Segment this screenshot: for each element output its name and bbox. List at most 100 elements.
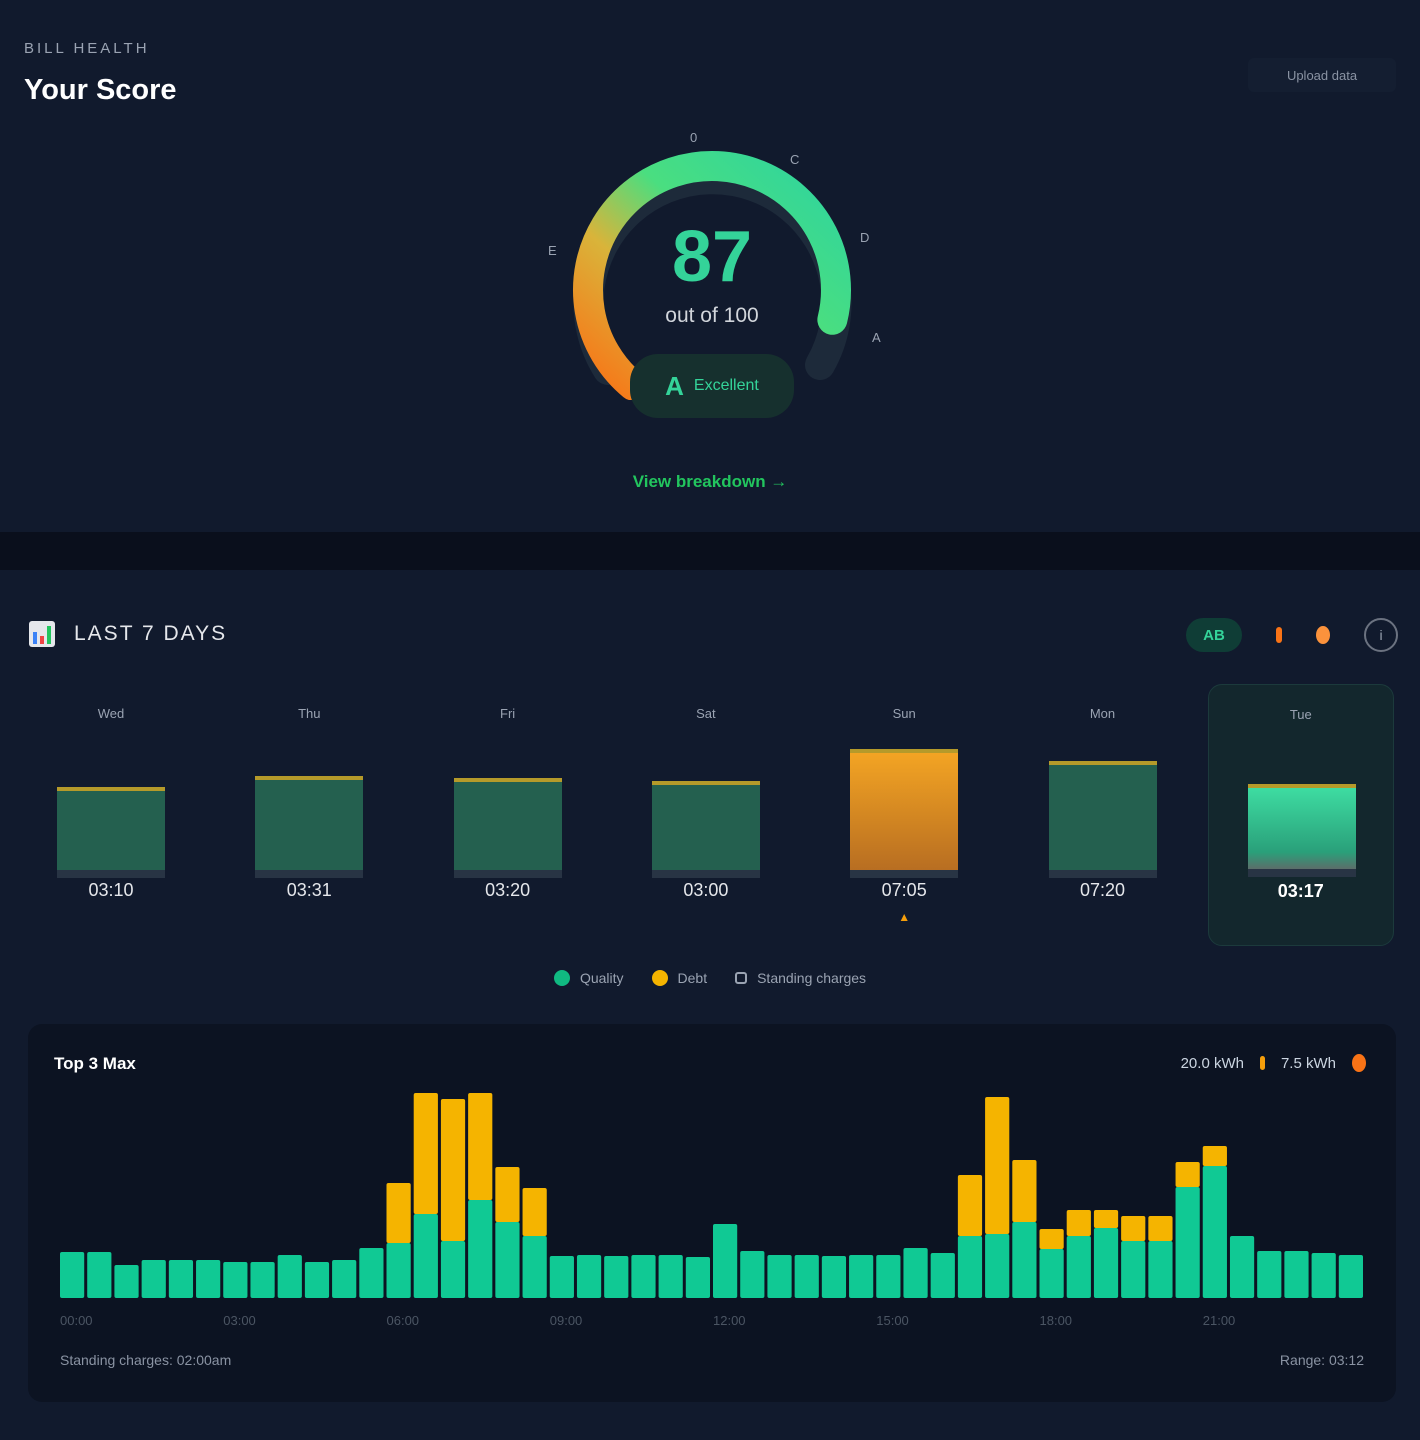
usage-bar-segment [359,1248,384,1298]
day-name: Mon [1089,706,1116,721]
x-tick-label: 12:00 [713,1313,746,1328]
day-name: Thu [298,706,321,721]
day-bar [651,780,760,878]
usage-bar-segment [1338,1255,1363,1298]
score-max: out of 100 [665,304,759,327]
flame-icon[interactable] [1316,626,1330,644]
usage-bar-segment [1039,1249,1064,1298]
debt-bar-segment [1093,1210,1119,1228]
debt-bar-segment [1012,1160,1037,1222]
debt-bar-segment [440,1099,466,1241]
debt-bar-segment [468,1093,493,1200]
legend: Quality Debt Standing charges [0,970,1420,986]
view-breakdown-link[interactable]: View breakdown → [632,472,788,491]
usage-bar-segment [250,1262,275,1298]
day-value: 07:05 [881,880,927,900]
usage-bar-segment [1257,1251,1282,1298]
x-tick-label: 09:00 [550,1313,583,1328]
usage-bar-segment [1202,1166,1227,1298]
bar-base [255,870,364,878]
usage-bar-segment [468,1200,493,1298]
day-value: 03:00 [683,880,729,900]
debt-bar-segment [495,1167,520,1222]
usage-bar-segment [413,1214,438,1298]
day-bar [453,777,562,878]
debt-bar-segment [386,1183,411,1243]
usage-bar-segment [957,1236,983,1298]
day-bar [1048,760,1157,878]
gauge-label: E [548,243,557,258]
legend-item: Debt [651,970,708,986]
usage-bar-segment [223,1262,248,1298]
usage-bar-segment [1284,1251,1309,1298]
usage-bar-segment [114,1265,139,1298]
legend-label: 20.0 kWh [1180,1054,1244,1072]
usage-bar-segment [440,1241,466,1298]
day-name: Sat [696,706,716,721]
bar-cap [1048,760,1157,765]
day-value: 03:10 [88,880,134,900]
debt-bar-segment [413,1093,438,1214]
usage-bar-segment [1121,1241,1146,1298]
day-value: 07:20 [1079,880,1126,900]
usage-bar-segment [196,1260,221,1298]
day-column[interactable]: Mon 07:20 [1010,684,1196,946]
legend-marker-icon [1352,1054,1366,1072]
day-column[interactable]: Tue 03:17 [1207,684,1394,946]
day-value: 03:31 [286,880,332,900]
week-header: LAST 7 DAYS [28,620,227,648]
legend-label: Standing charges [757,970,867,986]
debt-bar-segment [1202,1146,1227,1166]
bar-cap [453,777,562,782]
day-name: Sun [892,706,916,721]
bar-base [57,870,165,878]
legend-label: Debt [677,970,708,986]
bar-cap [255,775,364,780]
day-bar [255,775,364,878]
alert-icon[interactable] [1276,627,1282,643]
day-column[interactable]: Wed 03:10 [18,684,204,946]
day-column[interactable]: Fri 03:20 [415,684,601,946]
usage-bar-segment [1311,1253,1336,1298]
bar-base [1048,870,1157,878]
debt-bar-segment [522,1188,547,1236]
usage-bar-segment [713,1224,738,1298]
gauge-label: 0 [690,130,698,145]
usage-bar-segment [930,1253,955,1298]
bar-cap [1247,783,1356,788]
bar-cap [850,749,959,754]
debt-bar-segment [985,1097,1010,1234]
gauge-fill [573,151,851,400]
legend-dot-icon [651,970,668,986]
gauge-label: A [872,330,881,345]
chart-legend: 20.0 kWh 7.5 kWh [1181,1054,1366,1072]
day-bar [850,749,959,878]
x-tick-label: 06:00 [387,1313,420,1328]
week-title: LAST 7 DAYS [74,622,228,645]
x-tick-label: 03:00 [223,1313,256,1328]
debt-bar-segment [1039,1229,1064,1249]
toggle-pill[interactable]: AB [1186,618,1242,652]
day-value: 03:17 [1277,881,1324,901]
usage-bar-segment [304,1262,330,1298]
score-value: 87 [671,217,753,297]
bar-cap [57,787,165,792]
section-kicker: BILL HEALTH [24,40,150,57]
usage-bar-segment [604,1256,629,1298]
usage-bar-segment [794,1255,819,1298]
usage-chart: 00:00 03:00 06:00 09:00 12:00 15:00 18:00 21:00 [60,1093,1363,1328]
bar-base [850,870,959,878]
day-column[interactable]: Sun 07:05 ▲ [811,684,997,946]
daily-usage-card: Top 3 Max 20.0 kWh 7.5 kWh 00:00 03:00 06:… [28,1024,1396,1402]
upload-button[interactable]: Upload data [1248,58,1396,92]
day-column[interactable]: Sat 03:00 [613,684,799,946]
info-icon[interactable]: i [1364,618,1398,652]
debt-bar-segment [1175,1162,1200,1187]
score-panel [0,0,1420,532]
usage-bar-segment [141,1260,166,1298]
bar-cap [651,780,760,785]
day-name: Fri [500,706,516,721]
day-column[interactable]: Thu 03:31 [216,684,402,946]
bar-base [651,870,760,878]
day-name: Tue [1289,707,1312,722]
